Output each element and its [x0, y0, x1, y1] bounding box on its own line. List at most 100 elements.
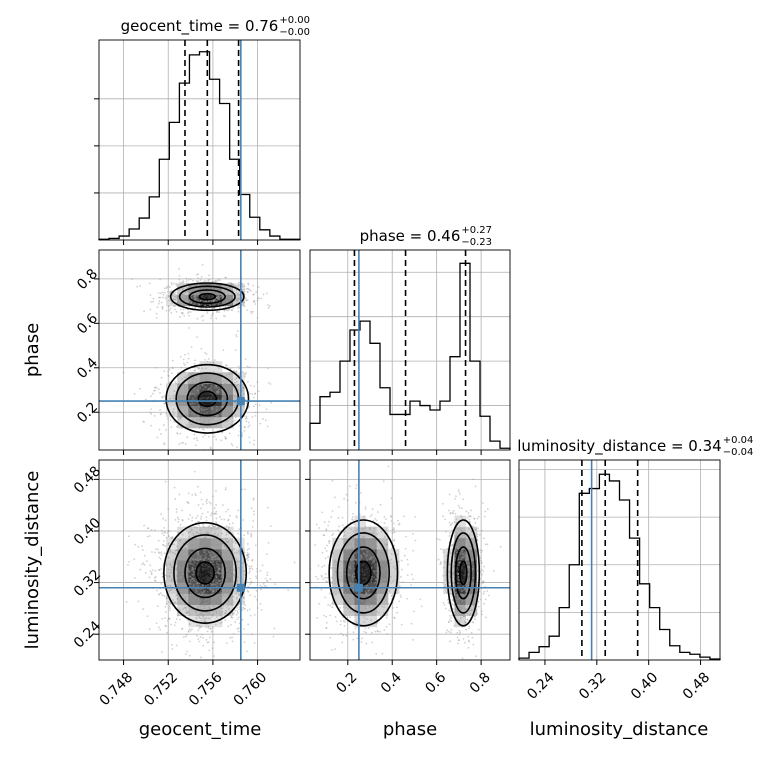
sample-point	[388, 559, 391, 562]
sample-point	[174, 553, 177, 556]
sample-point	[454, 549, 456, 552]
sample-point	[179, 559, 181, 562]
sample-point	[225, 381, 228, 384]
sample-point	[232, 632, 235, 635]
sample-point	[205, 286, 208, 289]
sample-point	[175, 579, 178, 581]
sample-point	[214, 288, 217, 291]
sample-point	[238, 567, 241, 569]
sample-point	[468, 601, 471, 604]
xaxis-label-geocent_time: geocent_time	[139, 719, 262, 740]
sample-point	[292, 627, 294, 629]
sample-point	[217, 569, 219, 572]
sample-point	[325, 626, 328, 629]
sample-point	[231, 567, 234, 570]
sample-point	[481, 549, 483, 552]
sample-point	[231, 558, 234, 560]
sample-point	[375, 592, 378, 595]
sample-point	[287, 589, 290, 592]
sample-point	[384, 518, 387, 520]
sample-point	[352, 537, 355, 540]
sample-point	[193, 560, 195, 563]
sample-point	[168, 368, 171, 371]
sample-point	[181, 312, 184, 315]
sample-point	[465, 555, 468, 557]
sample-point	[386, 633, 388, 635]
sample-point	[186, 414, 188, 417]
sample-point	[477, 600, 480, 603]
sample-point	[180, 555, 183, 558]
sample-point	[182, 442, 185, 444]
sample-point	[205, 291, 208, 293]
density-cell	[210, 383, 223, 395]
sample-point	[158, 552, 161, 555]
yaxis-label-luminosity_distance: luminosity_distance	[22, 471, 43, 650]
sample-point	[385, 672, 387, 674]
sample-point	[386, 543, 388, 546]
contour-level	[195, 561, 215, 585]
density-cell	[210, 405, 223, 418]
sample-point	[203, 559, 206, 562]
sample-point	[460, 614, 463, 617]
sample-point	[452, 543, 455, 546]
sample-point	[228, 308, 231, 311]
sample-point	[250, 580, 253, 583]
sample-point	[353, 575, 356, 578]
sample-point	[410, 573, 413, 576]
sample-point	[372, 588, 375, 591]
sample-point	[201, 367, 204, 370]
sample-point	[452, 571, 455, 574]
sample-point	[192, 382, 195, 385]
sample-point	[247, 623, 250, 626]
sample-point	[361, 593, 363, 596]
sample-point	[356, 598, 359, 601]
sample-point	[194, 284, 196, 287]
sample-point	[220, 543, 223, 546]
sample-point	[234, 414, 237, 416]
density-cell	[199, 548, 212, 561]
sample-point	[202, 537, 205, 539]
sample-point	[224, 545, 226, 548]
sample-point	[454, 512, 457, 515]
sample-point	[218, 297, 221, 300]
sample-point	[181, 556, 184, 559]
sample-point	[374, 593, 377, 596]
sample-point	[265, 553, 268, 556]
sample-point	[180, 426, 183, 429]
sample-point	[362, 552, 365, 555]
sample-point	[169, 550, 172, 553]
sample-point	[339, 580, 342, 582]
sample-point	[203, 385, 206, 388]
sample-point	[325, 615, 328, 618]
sample-point	[196, 414, 198, 417]
sample-point	[367, 627, 370, 630]
sample-point	[260, 297, 263, 300]
sample-point	[448, 571, 451, 574]
sample-point	[464, 621, 467, 624]
sample-point	[235, 334, 238, 336]
sample-point	[177, 559, 179, 561]
sample-point	[467, 580, 469, 583]
sample-point	[242, 596, 245, 599]
sample-point	[202, 588, 205, 591]
sample-point	[213, 528, 216, 531]
sample-point	[252, 284, 255, 287]
sample-point	[222, 314, 225, 317]
sample-point	[349, 597, 352, 600]
sample-point	[341, 524, 344, 527]
sample-point	[231, 640, 234, 643]
sample-point	[372, 532, 374, 534]
sample-point	[393, 544, 396, 547]
sample-point	[187, 630, 190, 633]
sample-point	[346, 499, 349, 502]
sample-point	[201, 592, 204, 595]
sample-point	[334, 616, 337, 618]
sample-point	[178, 493, 181, 496]
sample-point	[375, 569, 377, 572]
sample-point	[159, 296, 161, 299]
sample-point	[249, 384, 252, 387]
sample-point	[147, 527, 150, 530]
sample-point	[222, 538, 224, 540]
sample-point	[234, 370, 237, 373]
sample-point	[125, 601, 128, 603]
